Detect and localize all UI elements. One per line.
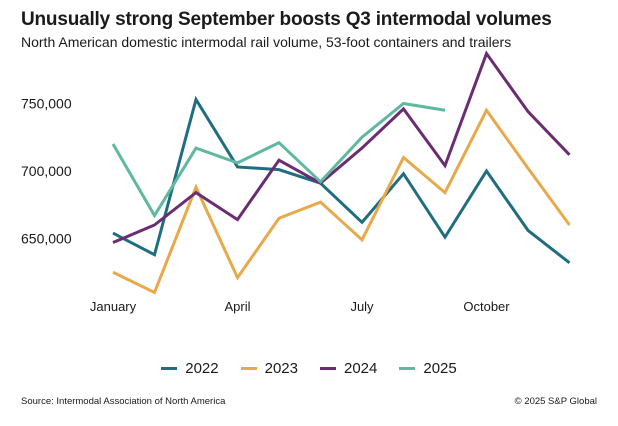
series-line-2024 xyxy=(112,50,571,244)
x-tick-label: July xyxy=(350,299,374,314)
series-line-2022 xyxy=(112,95,571,264)
legend-item-2023: 2023 xyxy=(240,360,298,377)
legend-item-2025: 2025 xyxy=(399,360,457,377)
x-tick-label: January xyxy=(90,299,137,314)
y-axis: 650,000 700,000 750,000 xyxy=(21,96,72,247)
plot-area xyxy=(111,50,571,295)
chart-subtitle: North American domestic intermodal rail … xyxy=(21,34,512,50)
legend-swatch xyxy=(320,367,336,370)
copyright: © 2025 S&P Global xyxy=(514,396,597,407)
legend-swatch xyxy=(161,367,178,370)
x-tick-label: April xyxy=(224,299,250,314)
source-note: Source: Intermodal Association of North … xyxy=(21,396,226,407)
legend-label: 2022 xyxy=(185,360,219,377)
legend: 2022 2023 2024 2025 xyxy=(0,360,618,377)
legend-swatch xyxy=(240,367,257,370)
x-axis: January April July October xyxy=(90,299,510,314)
legend-label: 2025 xyxy=(423,360,457,377)
y-tick-label: 650,000 xyxy=(21,231,72,247)
chart-title: Unusually strong September boosts Q3 int… xyxy=(21,9,552,30)
series-line-2023 xyxy=(112,107,571,295)
legend-swatch xyxy=(399,367,416,370)
legend-item-2024: 2024 xyxy=(320,360,377,377)
legend-item-2022: 2022 xyxy=(161,360,219,377)
legend-label: 2024 xyxy=(344,360,378,377)
x-tick-label: October xyxy=(463,299,510,314)
y-tick-label: 700,000 xyxy=(21,163,72,179)
legend-label: 2023 xyxy=(264,360,298,377)
y-tick-label: 750,000 xyxy=(21,96,72,112)
